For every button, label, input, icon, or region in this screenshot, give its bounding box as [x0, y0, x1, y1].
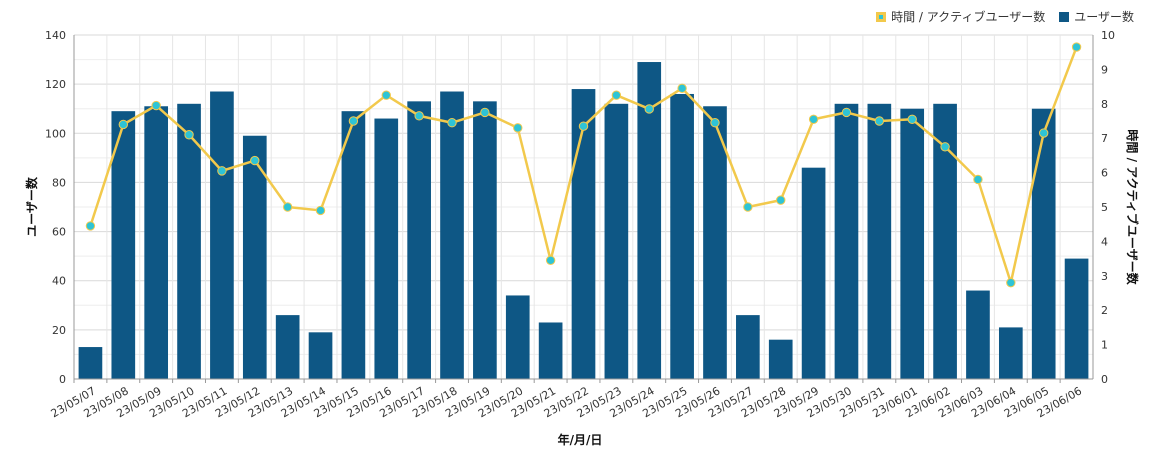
bar [966, 290, 990, 379]
line-point [447, 118, 457, 128]
line-point [1071, 42, 1082, 52]
y-tick-label-right: 8 [1101, 98, 1108, 111]
line-point [250, 155, 260, 166]
bar [210, 91, 234, 379]
bar [1064, 258, 1089, 379]
y-tick-label-left: 100 [45, 127, 66, 140]
line-point [710, 118, 720, 128]
legend-item-users[interactable]: ユーザー数 [1059, 8, 1134, 25]
bar [505, 295, 530, 379]
line-point [907, 114, 917, 124]
bar [867, 103, 892, 380]
bar [900, 108, 925, 379]
bar [144, 106, 169, 379]
y-tick-label-left: 0 [59, 373, 66, 386]
y-tick-label-left: 40 [52, 275, 66, 288]
bar [407, 101, 431, 379]
bar-series-users [78, 62, 1089, 380]
y-tick-label-right: 0 [1101, 373, 1108, 386]
line-point [381, 90, 391, 100]
line-point [578, 121, 589, 131]
line-point [874, 116, 885, 126]
bar [440, 91, 464, 379]
line-point [973, 174, 983, 185]
y-tick-label-right: 2 [1101, 304, 1108, 317]
bar [834, 103, 859, 380]
line-point [315, 205, 326, 216]
line-point [282, 202, 293, 212]
bar [341, 111, 366, 380]
line-point [611, 90, 622, 100]
y-tick-label-left: 140 [45, 29, 66, 42]
line-point [118, 119, 129, 130]
line-point [513, 123, 523, 133]
y-tick-label-right: 3 [1101, 270, 1108, 283]
legend-bar-swatch-icon [1059, 11, 1070, 22]
x-axis-title: 年/月/日 [558, 432, 603, 447]
y-tick-label-right: 4 [1101, 235, 1108, 248]
line-point [85, 221, 96, 231]
bar [538, 322, 563, 379]
y-tick-label-left: 80 [52, 176, 66, 189]
line-point [808, 114, 819, 124]
line-point [677, 83, 687, 94]
bar [308, 332, 333, 379]
line-point [1006, 277, 1016, 288]
legend-label-line: 時間 / アクティブユーザー数 [891, 10, 1046, 24]
bar [1031, 108, 1056, 379]
y-tick-label-right: 1 [1101, 339, 1108, 352]
bar [242, 135, 267, 379]
y-tick-label-right: 10 [1101, 29, 1115, 42]
bar [177, 103, 201, 380]
line-point [940, 142, 950, 152]
line-point [743, 202, 753, 212]
bar [275, 315, 300, 379]
legend: 時間 / アクティブユーザー数 ユーザー数 [876, 8, 1134, 25]
bar [736, 315, 760, 379]
line-point [480, 107, 490, 118]
y-tick-label-left: 20 [52, 324, 66, 337]
bar [473, 101, 497, 379]
line-point [1038, 128, 1049, 138]
y-tick-label-left: 60 [52, 226, 66, 239]
line-point [414, 111, 424, 121]
line-point [184, 130, 194, 140]
bar [374, 118, 399, 380]
bar [637, 62, 662, 380]
bar [670, 93, 694, 379]
line-point [217, 166, 227, 176]
bar [998, 327, 1023, 379]
bar [801, 167, 826, 379]
line-series-time-per-active-user [85, 42, 1082, 288]
bar [571, 89, 596, 380]
bar [933, 103, 957, 380]
y-tick-label-left: 120 [45, 78, 66, 91]
y-axis-title-right: 時間 / アクティブユーザー数 [1125, 129, 1140, 285]
line-point [348, 116, 359, 126]
bar [768, 339, 793, 379]
y-tick-label-right: 6 [1101, 167, 1108, 180]
y-tick-label-right: 7 [1101, 132, 1108, 145]
bar [604, 103, 629, 380]
line-point [644, 104, 654, 114]
legend-item-time-per-active-user[interactable]: 時間 / アクティブユーザー数 [876, 8, 1045, 25]
line-point [841, 107, 852, 118]
legend-line-swatch-icon [876, 11, 887, 22]
bar [703, 106, 727, 379]
line-point [545, 255, 556, 266]
y-tick-label-right: 9 [1101, 63, 1108, 76]
bar [78, 347, 103, 379]
line-point [776, 195, 786, 205]
line-point [151, 100, 161, 111]
y-axis-title-left: ユーザー数 [24, 176, 39, 237]
bar [111, 111, 136, 380]
legend-label-bar: ユーザー数 [1074, 10, 1134, 24]
y-tick-label-right: 5 [1101, 201, 1108, 214]
